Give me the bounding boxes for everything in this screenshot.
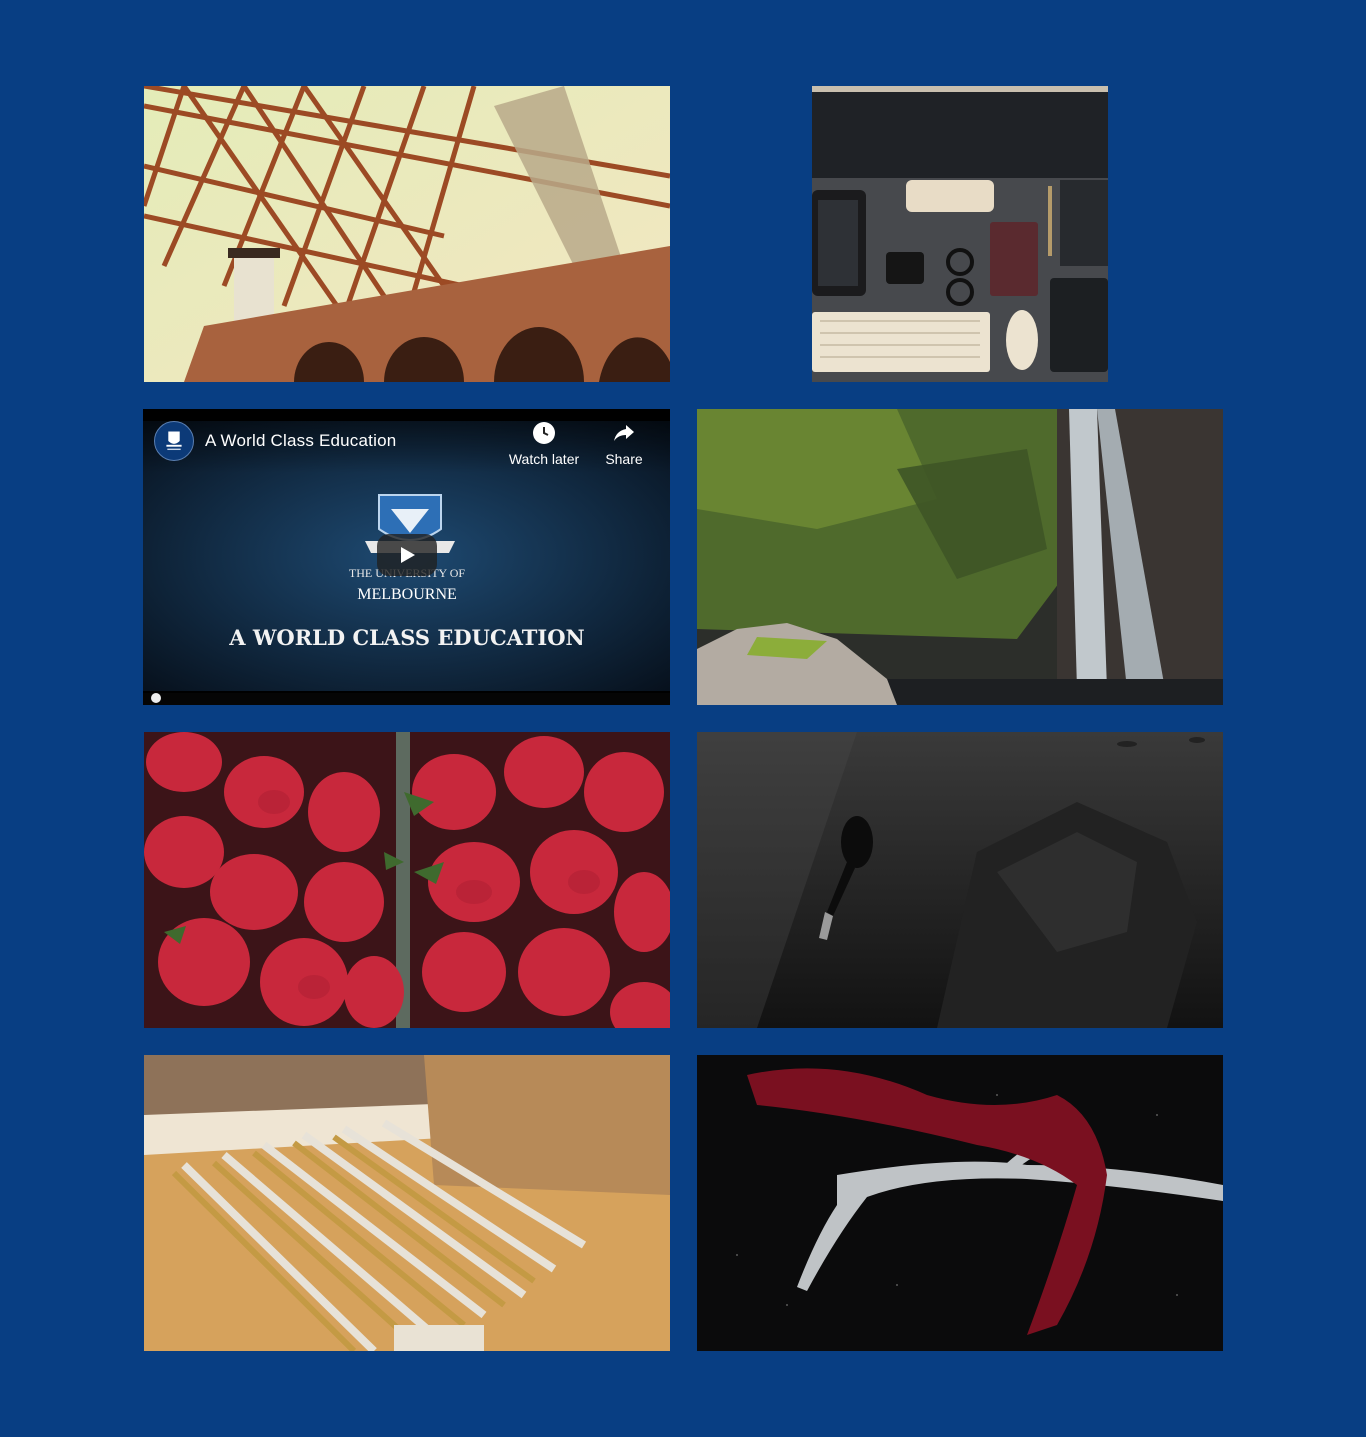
watch-later-button[interactable]: Watch later — [504, 421, 584, 467]
play-button[interactable] — [377, 534, 437, 576]
university-crest-icon — [166, 431, 182, 451]
share-arrow-icon — [614, 425, 634, 441]
watch-later-label: Watch later — [508, 451, 580, 467]
thumbnail-caption: A WORLD CLASS EDUCATION — [228, 625, 585, 650]
channel-avatar[interactable] — [154, 421, 194, 461]
image-diver — [697, 732, 1223, 1028]
image-waterfall — [697, 409, 1223, 705]
play-icon — [401, 547, 415, 563]
image-bridge — [144, 86, 670, 382]
video-title[interactable]: A World Class Education — [205, 431, 397, 450]
share-label: Share — [605, 451, 643, 467]
share-button[interactable]: Share — [584, 421, 664, 467]
clock-icon — [533, 422, 555, 444]
video-progress-bar[interactable] — [143, 693, 670, 705]
image-antler — [697, 1055, 1223, 1351]
progress-scrubber[interactable] — [151, 693, 161, 703]
video-player[interactable]: THE UNIVERSITY OF MELBOURNE A WORLD CLAS… — [143, 409, 670, 705]
image-strawberries — [144, 732, 670, 1028]
video-top-bar — [143, 409, 670, 473]
image-rulers — [144, 1055, 670, 1351]
thumbnail-line2: MELBOURNE — [357, 586, 457, 603]
image-desk — [812, 86, 1108, 382]
